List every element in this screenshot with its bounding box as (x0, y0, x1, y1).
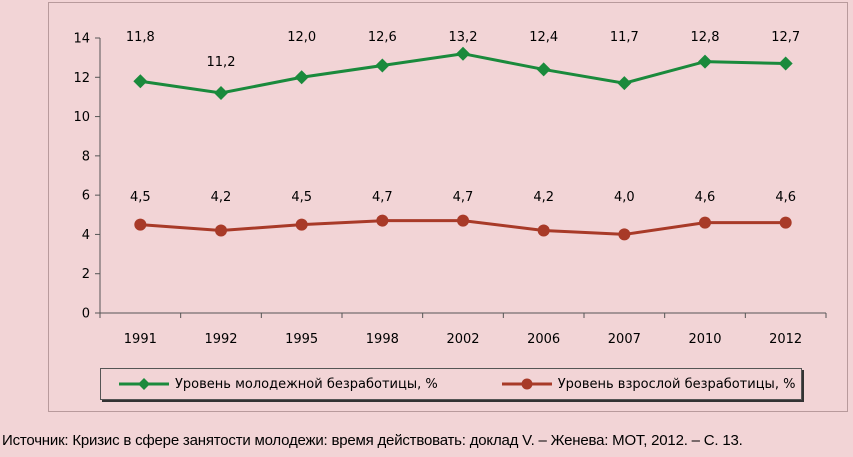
x-tick-label: 2002 (446, 332, 479, 347)
legend-label-adult: Уровень взрослой безработицы, % (557, 376, 796, 392)
legend-swatch-adult (501, 378, 552, 390)
x-tick-label: 1991 (124, 332, 157, 347)
chart-frame (48, 2, 848, 412)
data-point (134, 218, 147, 231)
data-label: 4,5 (291, 190, 312, 205)
data-label: 11,2 (207, 55, 236, 70)
data-label: 12,4 (529, 30, 558, 45)
data-point (536, 62, 551, 77)
data-point (457, 214, 469, 227)
legend: Уровень молодежной безработицы, % Уровен… (100, 368, 802, 400)
data-point (537, 224, 550, 237)
data-point (617, 76, 632, 91)
data-label: 12,8 (691, 30, 720, 45)
y-tick-label: 2 (82, 267, 90, 282)
y-tick-label: 8 (82, 149, 90, 164)
data-label: 4,2 (533, 190, 554, 205)
data-label: 4,0 (614, 190, 635, 205)
data-label: 4,2 (211, 190, 232, 205)
data-point (375, 58, 390, 73)
data-point (294, 70, 309, 85)
x-tick-label: 2010 (688, 332, 721, 347)
y-tick-label: 6 (82, 189, 90, 204)
data-label: 11,7 (610, 30, 639, 45)
y-tick-label: 4 (82, 228, 90, 243)
y-tick-label: 14 (73, 32, 90, 47)
y-tick-label: 0 (82, 307, 90, 322)
data-label: 11,8 (126, 30, 155, 45)
x-tick-label: 1998 (366, 332, 399, 347)
data-point (698, 54, 712, 69)
data-point (133, 74, 148, 89)
data-point (214, 86, 228, 100)
data-point (618, 228, 631, 241)
data-point (778, 56, 793, 71)
source-note: Источник: Кризис в сфере занятости молод… (2, 432, 743, 449)
data-point (456, 46, 470, 61)
y-tick-label: 12 (73, 71, 90, 86)
x-tick-label: 2007 (608, 332, 641, 347)
data-label: 4,7 (453, 190, 474, 205)
data-label: 4,6 (695, 190, 716, 205)
legend-label-youth: Уровень молодежной безработицы, % (175, 376, 438, 392)
legend-swatch-youth (119, 378, 169, 390)
data-point (215, 224, 227, 237)
legend-item-youth: Уровень молодежной безработицы, % (119, 377, 438, 392)
x-tick-label: 1995 (285, 332, 318, 347)
data-label: 12,7 (771, 30, 800, 45)
x-tick-label: 2006 (527, 332, 560, 347)
data-label: 13,2 (449, 30, 478, 45)
data-point (295, 218, 308, 231)
x-tick-label: 2012 (769, 332, 802, 347)
y-tick-label: 10 (73, 110, 90, 125)
data-label: 4,7 (372, 190, 393, 205)
data-label: 4,6 (775, 190, 796, 205)
data-label: 4,5 (130, 190, 151, 205)
data-point (376, 214, 389, 227)
x-tick-label: 1992 (204, 332, 237, 347)
data-point (779, 216, 792, 229)
legend-item-adult: Уровень взрослой безработицы, % (501, 376, 796, 392)
data-label: 12,6 (368, 30, 397, 45)
data-label: 12,0 (287, 30, 316, 45)
data-point (699, 216, 711, 229)
